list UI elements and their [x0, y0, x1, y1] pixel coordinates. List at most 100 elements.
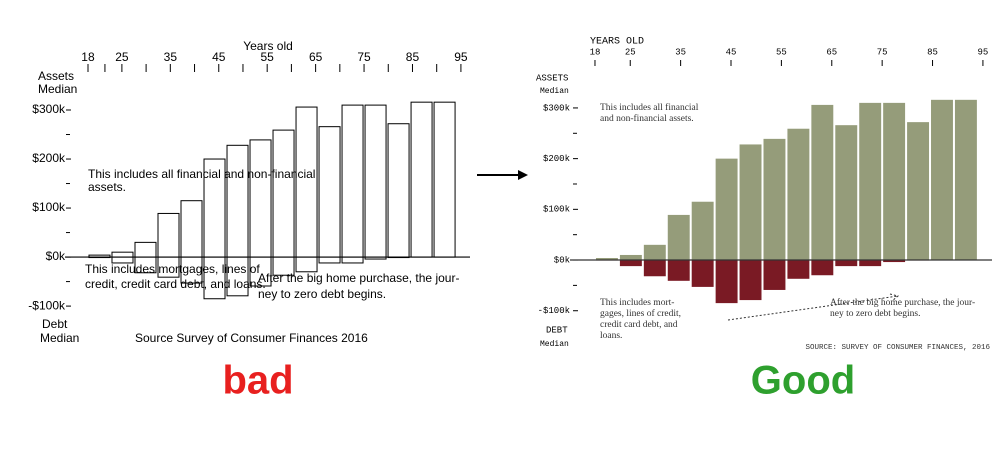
- x-tick-label: 45: [212, 50, 226, 64]
- x-tick-label: 75: [877, 47, 888, 57]
- bar: [667, 260, 690, 281]
- y-tick-label: $0k: [554, 255, 570, 265]
- bar: [318, 126, 341, 258]
- bar: [180, 200, 203, 258]
- bar: [318, 256, 341, 264]
- annotation: Source Survey of Consumer Finances 2016: [135, 331, 368, 345]
- assets-label: Median: [38, 82, 77, 96]
- bar: [691, 260, 714, 287]
- bar: [433, 101, 456, 258]
- bar: [787, 260, 810, 279]
- assets-label: ASSETS: [536, 73, 568, 83]
- annotation: This includes all financial and non-fina…: [88, 167, 315, 181]
- bar: [811, 104, 834, 261]
- x-tick-label: 75: [357, 50, 371, 64]
- bar: [272, 129, 295, 258]
- bar: [295, 256, 318, 273]
- bar: [643, 244, 666, 261]
- x-tick-label: 65: [826, 47, 837, 57]
- x-tick-label: 55: [261, 50, 275, 64]
- bar: [595, 258, 618, 261]
- x-tick-label: 18: [590, 47, 601, 57]
- x-axis-label: Years old: [243, 39, 293, 53]
- assets-label: Median: [540, 87, 569, 96]
- annotation: and non-financial assets.: [600, 113, 694, 124]
- debt-label: DEBT: [546, 325, 568, 335]
- bar: [410, 101, 433, 258]
- annotation: ney to zero debt begins.: [830, 309, 921, 319]
- annotation: This includes mort-: [600, 298, 674, 308]
- x-tick-label: 35: [164, 50, 178, 64]
- x-tick-label: 35: [675, 47, 686, 57]
- assets-label: Assets: [38, 69, 74, 83]
- debt-label: Median: [40, 331, 79, 345]
- bar: [883, 102, 906, 261]
- y-tick-label: $100k: [543, 205, 570, 215]
- debt-label: Debt: [42, 317, 68, 331]
- bar: [134, 241, 157, 258]
- y-tick-label: $300k: [543, 103, 570, 113]
- x-tick-label: 95: [454, 50, 468, 64]
- bar: [763, 138, 786, 261]
- y-tick-label: -$100k: [538, 306, 570, 316]
- x-tick-label: 85: [927, 47, 938, 57]
- bar: [364, 104, 387, 258]
- bar: [787, 128, 810, 261]
- bar: [111, 251, 134, 258]
- y-tick-label: $300k: [32, 102, 66, 116]
- bar: [715, 260, 738, 304]
- x-tick-label: 25: [625, 47, 636, 57]
- x-tick-label: 25: [115, 50, 129, 64]
- bar: [643, 260, 666, 277]
- annotation: ney to zero debt begins.: [258, 287, 386, 301]
- x-tick-label: 85: [406, 50, 420, 64]
- bar: [667, 214, 690, 261]
- bar: [811, 260, 834, 276]
- arrow: [477, 170, 528, 180]
- bar: [954, 99, 977, 261]
- annotation: assets.: [88, 180, 126, 194]
- bar: [835, 125, 858, 261]
- annotation: After the big home purchase, the jour-: [830, 297, 975, 308]
- bar: [739, 260, 762, 301]
- annotation: credit card debt, and: [600, 320, 678, 330]
- bar: [763, 260, 786, 290]
- bar: [859, 260, 882, 267]
- bar: [907, 122, 930, 261]
- annotation: credit, credit card debt, and loans.: [85, 277, 266, 291]
- x-tick-label: 45: [726, 47, 737, 57]
- caption: bad: [222, 359, 293, 403]
- annotation: gages, lines of credit,: [600, 308, 681, 319]
- bar: [691, 201, 714, 261]
- debt-label: Median: [540, 340, 569, 349]
- x-axis-label: YEARS OLD: [590, 37, 644, 48]
- bar: [226, 144, 249, 258]
- annotation: This includes all financial: [600, 102, 699, 113]
- x-tick-label: 18: [81, 50, 95, 64]
- bar: [157, 212, 180, 258]
- bar: [715, 158, 738, 261]
- bar: [295, 106, 318, 258]
- x-tick-label: 95: [978, 47, 989, 57]
- bar: [859, 102, 882, 261]
- bar: [883, 260, 906, 263]
- y-tick-label: $200k: [543, 154, 570, 164]
- bar: [341, 104, 364, 258]
- caption: Good: [751, 359, 855, 403]
- bar: [387, 123, 410, 258]
- annotation: This includes mortgages, lines of: [85, 262, 260, 276]
- bar: [619, 260, 642, 267]
- x-tick-label: 65: [309, 50, 323, 64]
- annotation: SOURCE: SURVEY OF CONSUMER FINANCES, 201…: [805, 344, 990, 352]
- y-tick-label: -$100k: [28, 298, 66, 312]
- annotation: After the big home purchase, the jour-: [258, 271, 459, 285]
- annotation-arrow: [727, 293, 900, 321]
- bar: [619, 254, 642, 261]
- bar: [739, 144, 762, 261]
- annotation: loans.: [600, 331, 622, 341]
- x-tick-label: 55: [776, 47, 787, 57]
- y-tick-label: $200k: [32, 151, 66, 165]
- bar: [835, 260, 858, 267]
- bar: [341, 256, 364, 264]
